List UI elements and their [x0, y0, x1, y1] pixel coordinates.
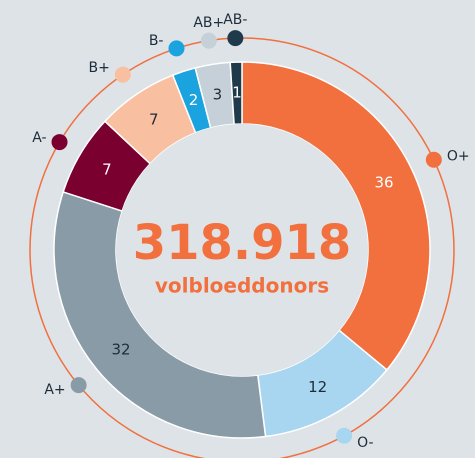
legend-dot — [425, 151, 442, 168]
legend-dot — [200, 32, 217, 49]
legend-dot — [227, 30, 244, 47]
legend-dot — [168, 40, 185, 57]
value-label: 36 — [375, 174, 394, 192]
category-label: B- — [149, 33, 164, 49]
category-label: O+ — [447, 148, 470, 164]
value-label: 2 — [189, 91, 199, 109]
category-label: AB+ — [193, 15, 224, 31]
value-label: 32 — [111, 341, 130, 359]
legend-dot — [70, 377, 87, 394]
donut-hole — [116, 124, 368, 376]
category-label: B+ — [88, 60, 109, 76]
value-label: 12 — [308, 378, 327, 396]
value-label: 3 — [213, 85, 223, 103]
legend-dot — [114, 66, 131, 83]
category-label: O- — [357, 435, 373, 451]
category-label: AB- — [223, 12, 247, 28]
value-label: 7 — [102, 161, 112, 179]
value-label: 7 — [149, 111, 159, 129]
value-label: 1 — [232, 84, 242, 102]
legend-dot — [336, 427, 353, 444]
center-value: 318.918 — [133, 215, 352, 271]
legend-dot — [51, 134, 68, 151]
category-label: A- — [32, 130, 46, 146]
category-label: A+ — [44, 382, 65, 398]
center-label: volbloeddonors — [155, 274, 329, 298]
